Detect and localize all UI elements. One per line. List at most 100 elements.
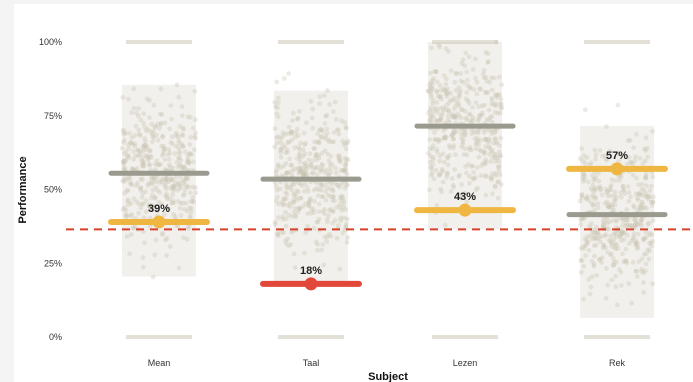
- data-point: [481, 75, 487, 81]
- data-point: [287, 200, 293, 206]
- data-point: [343, 207, 348, 213]
- data-point: [457, 93, 462, 98]
- data-point: [427, 153, 433, 159]
- data-point: [143, 143, 148, 149]
- data-point: [440, 168, 445, 174]
- data-point: [482, 173, 488, 179]
- data-point: [278, 150, 283, 155]
- data-point: [492, 155, 498, 161]
- data-point: [277, 186, 283, 192]
- data-point: [445, 117, 451, 123]
- data-point: [485, 60, 491, 65]
- data-point: [606, 188, 612, 193]
- data-point: [121, 127, 126, 133]
- data-point: [291, 199, 297, 205]
- data-point: [316, 155, 322, 161]
- data-point: [135, 180, 140, 186]
- data-point: [601, 243, 607, 248]
- data-point: [158, 86, 164, 92]
- data-point: [492, 130, 498, 136]
- data-point: [596, 185, 601, 191]
- data-point: [282, 143, 288, 149]
- data-point: [492, 136, 497, 142]
- data-point: [172, 183, 177, 189]
- data-point: [330, 187, 336, 192]
- data-point: [581, 246, 587, 252]
- data-point: [463, 50, 469, 56]
- data-point: [293, 194, 299, 200]
- data-point: [120, 140, 126, 145]
- data-point: [186, 160, 192, 166]
- data-point: [489, 114, 495, 119]
- data-point: [638, 205, 643, 211]
- data-point: [450, 145, 456, 151]
- data-point: [279, 134, 285, 140]
- data-point: [438, 87, 444, 93]
- data-point: [190, 195, 196, 201]
- data-point: [442, 222, 448, 228]
- data-point: [605, 249, 610, 255]
- data-point: [292, 205, 298, 211]
- data-point: [340, 168, 345, 173]
- data-point: [273, 169, 279, 175]
- data-point: [185, 158, 191, 164]
- data-point: [449, 176, 455, 181]
- data-point: [304, 166, 309, 172]
- data-point: [624, 161, 630, 167]
- data-point: [307, 197, 313, 203]
- data-point: [488, 159, 494, 164]
- data-point: [150, 133, 156, 139]
- data-point: [608, 193, 614, 199]
- data-point: [276, 201, 282, 207]
- data-point: [296, 180, 301, 186]
- data-point: [189, 199, 195, 205]
- data-point: [473, 100, 479, 106]
- data-point: [589, 274, 595, 280]
- data-point: [473, 146, 479, 152]
- data-point: [158, 162, 164, 167]
- data-point: [620, 216, 626, 221]
- data-point: [597, 257, 602, 262]
- data-point: [306, 157, 312, 163]
- data-point: [323, 133, 329, 139]
- data-point: [120, 207, 126, 212]
- data-point: [324, 112, 330, 118]
- data-point: [121, 161, 127, 167]
- data-point: [434, 100, 440, 105]
- data-point: [612, 193, 617, 199]
- data-point: [443, 81, 449, 87]
- data-point: [439, 166, 445, 172]
- data-point: [284, 184, 289, 190]
- data-point: [138, 117, 144, 123]
- data-point: [454, 99, 460, 104]
- data-point: [295, 189, 301, 195]
- data-point: [129, 135, 135, 141]
- data-point: [328, 181, 334, 187]
- data-point: [496, 153, 502, 159]
- data-point: [282, 76, 287, 81]
- data-point: [191, 199, 197, 205]
- data-point: [338, 197, 344, 203]
- data-point: [289, 137, 295, 143]
- data-point: [629, 223, 634, 229]
- data-point: [446, 49, 451, 54]
- data-point: [481, 130, 487, 135]
- data-point: [473, 75, 478, 81]
- data-point: [613, 273, 618, 279]
- data-point: [279, 199, 285, 205]
- data-point: [430, 143, 436, 149]
- data-point: [164, 235, 170, 241]
- data-point: [153, 194, 158, 200]
- data-point: [581, 243, 587, 249]
- data-point: [337, 202, 342, 207]
- data-point: [592, 177, 598, 182]
- data-point: [136, 153, 141, 159]
- data-point: [131, 157, 137, 162]
- data-point: [185, 114, 191, 120]
- data-point: [477, 114, 482, 120]
- data-point: [609, 244, 615, 250]
- data-point: [167, 126, 173, 132]
- data-point: [619, 283, 624, 288]
- data-point: [332, 180, 338, 186]
- data-point: [608, 251, 614, 256]
